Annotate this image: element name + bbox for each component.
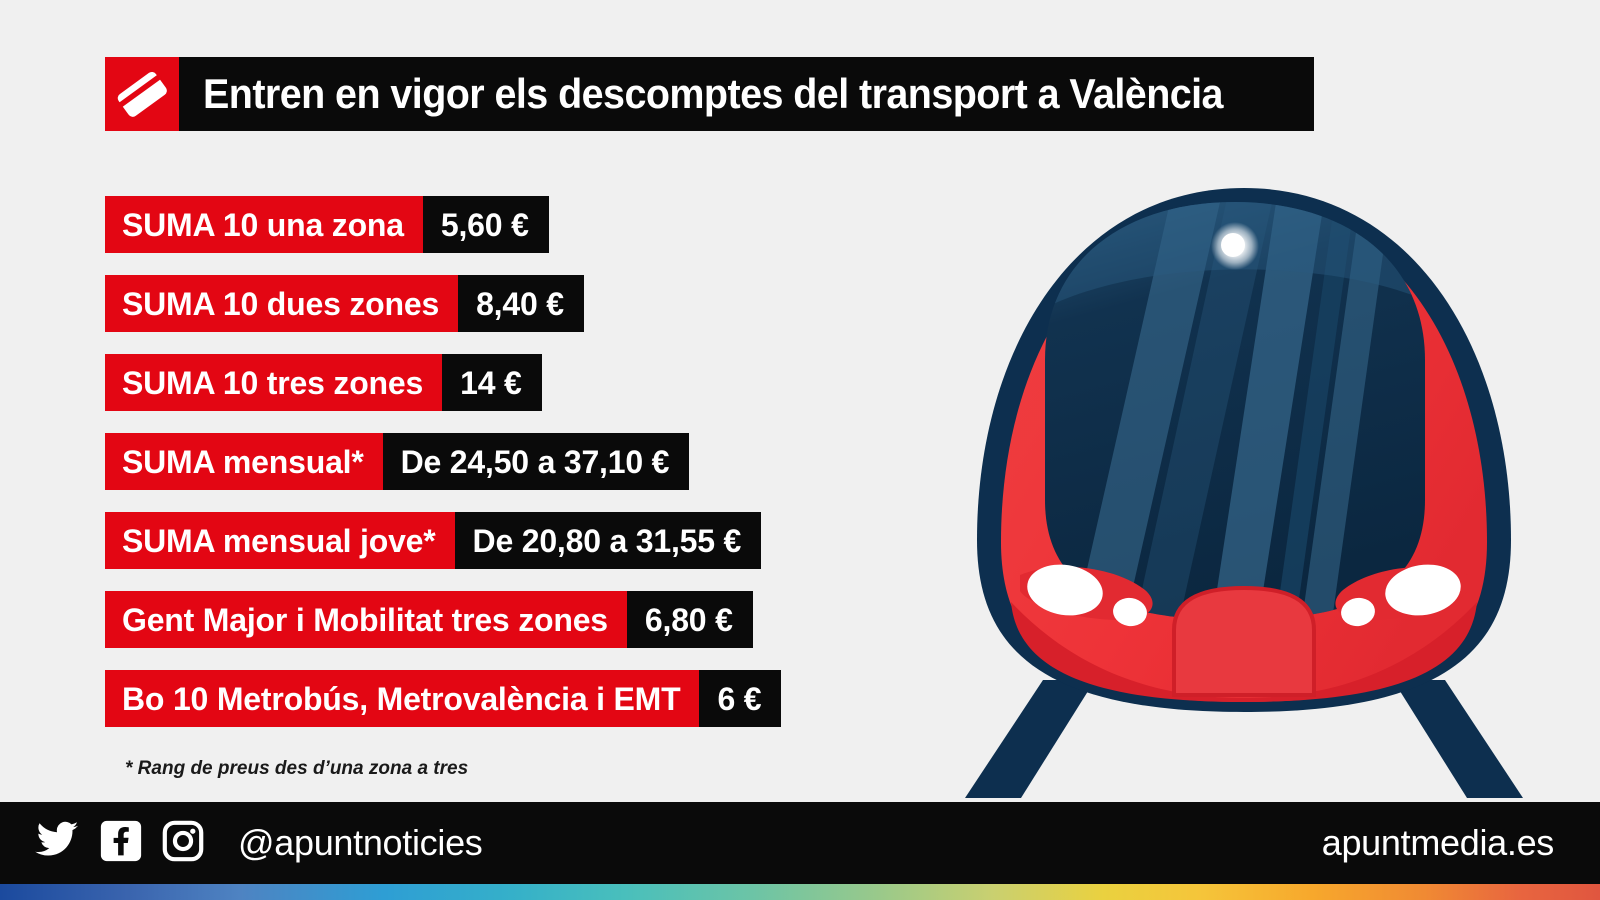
train-coupler-panel — [1172, 585, 1316, 697]
price-row: Bo 10 Metrobús, Metrovalència i EMT 6 € — [105, 670, 782, 727]
price-row-label: SUMA mensual jove* — [105, 512, 455, 569]
header-title-box: Entren en vigor els descomptes del trans… — [179, 57, 1315, 131]
windshield-reflections — [1045, 202, 1425, 620]
social-links-group: @apuntnoticies — [34, 820, 483, 867]
instagram-icon[interactable] — [162, 820, 204, 867]
rainbow-accent-strip — [0, 884, 1600, 900]
price-row: SUMA mensual* De 24,50 a 37,10 € — [105, 433, 781, 490]
social-handle[interactable]: @apuntnoticies — [238, 822, 483, 863]
price-row: Gent Major i Mobilitat tres zones 6,80 € — [105, 591, 781, 648]
price-list: SUMA 10 una zona 5,60 € SUMA 10 dues zon… — [105, 196, 782, 749]
price-row-value: De 24,50 a 37,10 € — [382, 433, 690, 490]
train-headlight-right — [1335, 564, 1468, 627]
price-row-label: SUMA mensual* — [105, 433, 383, 490]
price-row-value: 6,80 € — [626, 591, 753, 648]
footer-website[interactable]: apuntmedia.es — [1321, 822, 1555, 863]
train-roof-lamp — [1211, 222, 1259, 270]
header-bar: Entren en vigor els descomptes del trans… — [105, 57, 1315, 131]
transit-card-icon — [105, 57, 179, 131]
price-row-value: 5,60 € — [422, 196, 549, 253]
train-front-illustration — [925, 150, 1565, 800]
price-row-value: 8,40 € — [458, 275, 584, 332]
price-row-label: SUMA 10 tres zones — [105, 354, 443, 411]
train-rails — [965, 680, 1523, 798]
twitter-icon[interactable] — [34, 821, 80, 866]
train-windshield — [1045, 202, 1425, 620]
facebook-icon[interactable] — [100, 820, 142, 867]
price-row-value: 14 € — [442, 354, 542, 411]
footnote: * Rang de preus des d’una zona a tres — [125, 758, 469, 779]
price-row-value: De 20,80 a 31,55 € — [454, 512, 762, 569]
page-title: Entren en vigor els descomptes del trans… — [203, 70, 1224, 117]
price-row-label: SUMA 10 una zona — [105, 196, 423, 253]
price-row-value: 6 € — [699, 670, 782, 727]
price-row-label: SUMA 10 dues zones — [105, 275, 459, 332]
price-row-label: Gent Major i Mobilitat tres zones — [105, 591, 627, 648]
price-row: SUMA 10 una zona 5,60 € — [105, 196, 781, 253]
footer-bar: @apuntnoticies apuntmedia.es — [0, 802, 1600, 884]
price-row-label: Bo 10 Metrobús, Metrovalència i EMT — [105, 670, 700, 727]
price-row: SUMA 10 dues zones 8,40 € — [105, 275, 781, 332]
price-row: SUMA 10 tres zones 14 € — [105, 354, 781, 411]
train-headlight-left — [1020, 564, 1153, 627]
price-row: SUMA mensual jove* De 20,80 a 31,55 € — [105, 512, 781, 569]
